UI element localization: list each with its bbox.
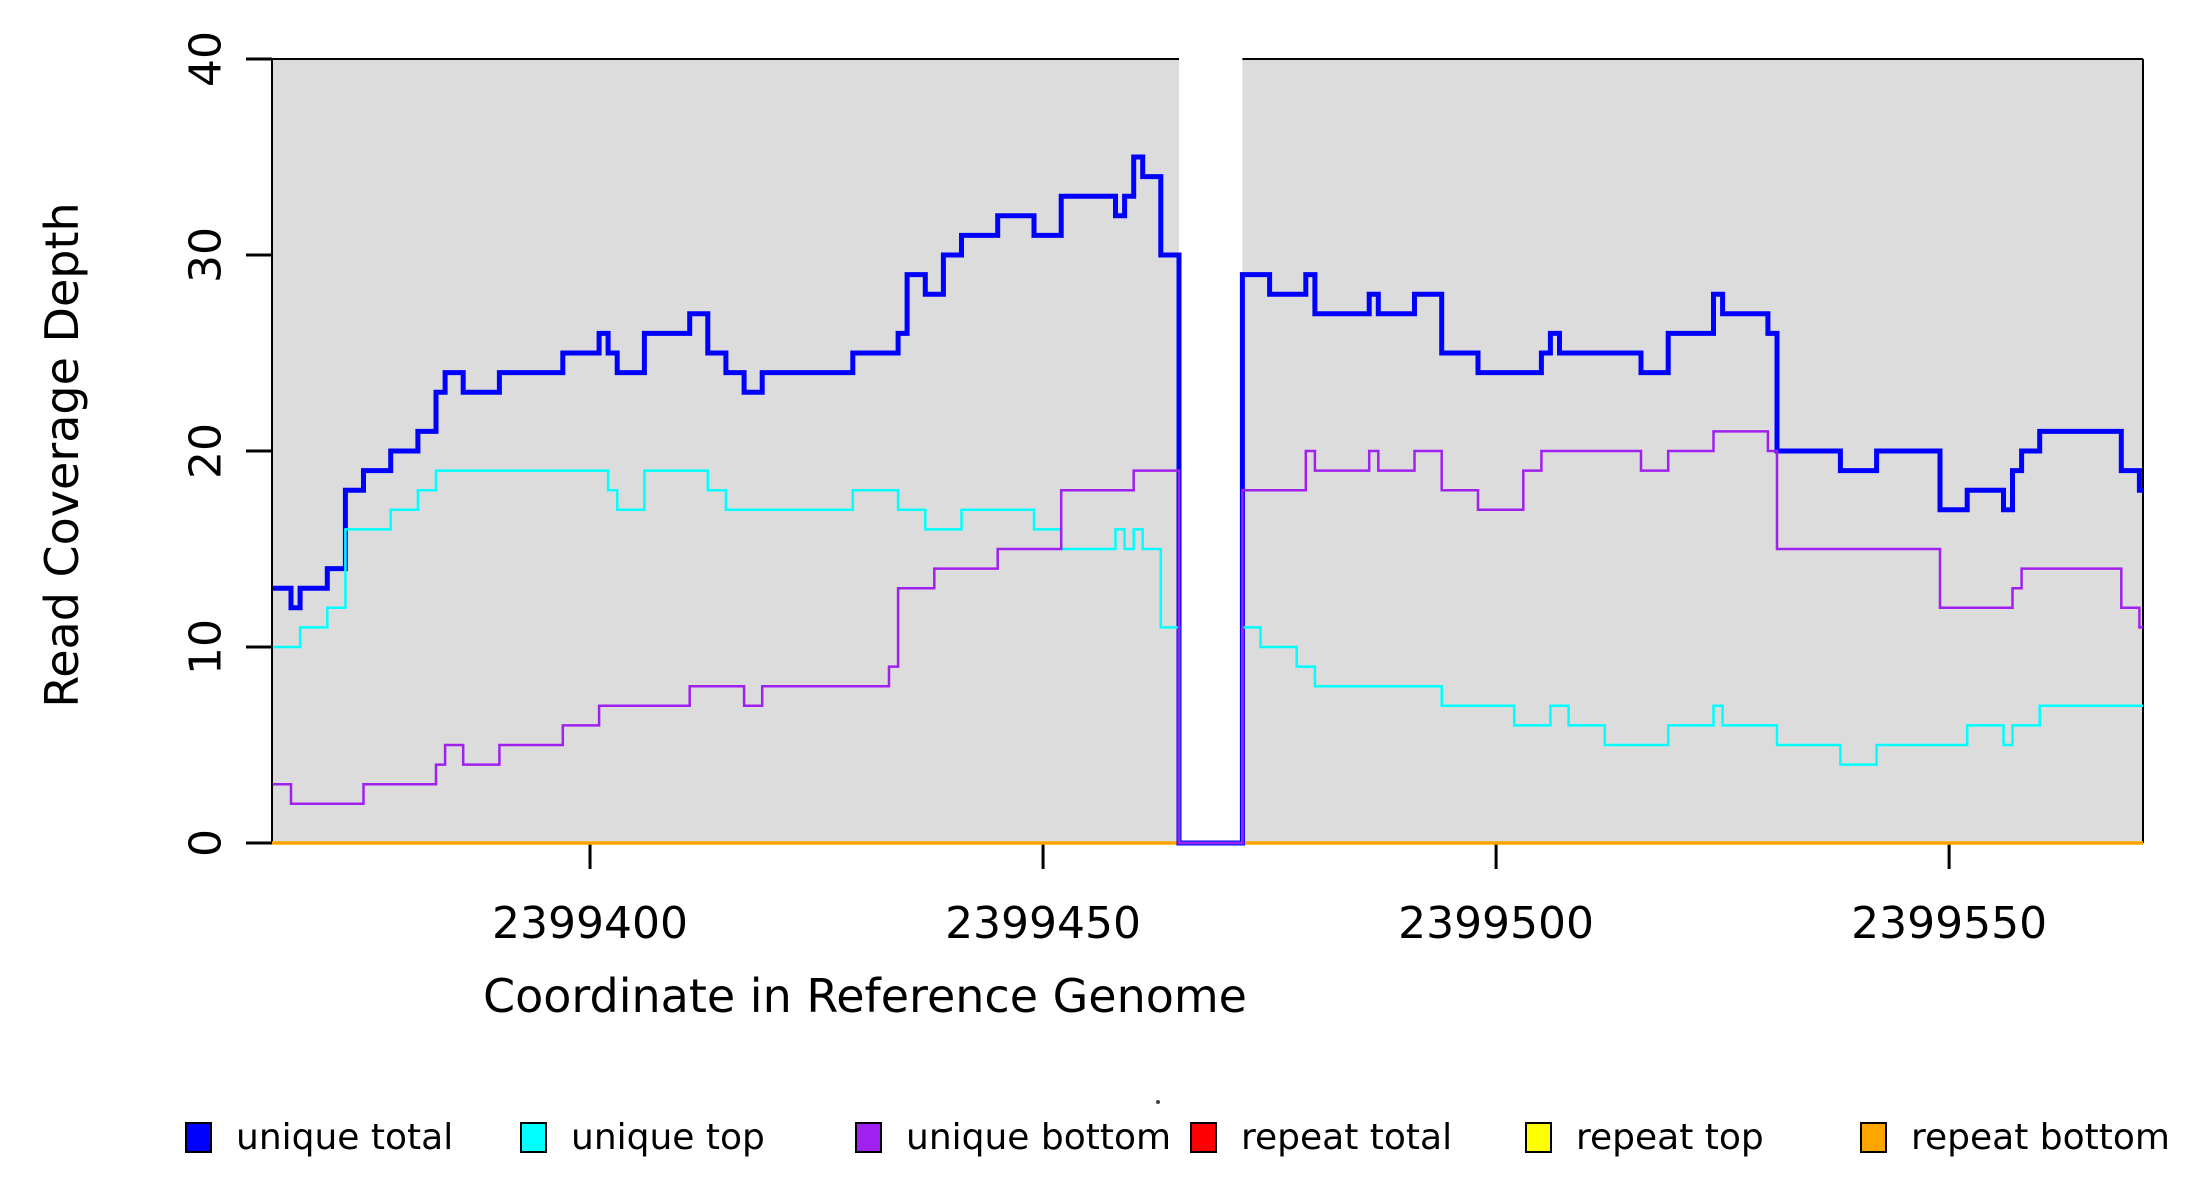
series-line-unique_bottom	[272, 430, 2143, 845]
stray-dot	[1156, 1100, 1160, 1104]
legend-swatch-repeat_top	[1525, 1121, 1552, 1153]
y-axis-tick-label: 30	[181, 227, 232, 283]
legend-item-unique_bottom: unique bottom	[855, 1116, 1171, 1158]
legend-item-unique_total: unique total	[185, 1116, 453, 1158]
coverage-gap-band	[1179, 48, 1243, 842]
legend-swatch-repeat_bottom	[1860, 1121, 1887, 1153]
legend-swatch-unique_total	[185, 1121, 212, 1153]
legend-item-repeat_total: repeat total	[1190, 1116, 1452, 1158]
x-axis-tick-label: 2399500	[1398, 898, 1594, 949]
legend-label: unique top	[571, 1116, 765, 1158]
legend-label: unique bottom	[906, 1116, 1172, 1158]
x-axis-tick-label: 2399400	[492, 898, 688, 949]
x-axis-tick-label: 2399450	[945, 898, 1141, 949]
series-line-unique_top	[272, 469, 2143, 845]
x-axis-tick-label: 2399550	[1851, 898, 2047, 949]
y-axis-title: Read Coverage Depth	[35, 202, 89, 707]
y-axis-tick-label: 20	[181, 423, 232, 479]
legend-label: repeat total	[1241, 1116, 1453, 1158]
series-line-unique_total	[272, 154, 2143, 846]
legend-item-unique_top: unique top	[520, 1116, 765, 1158]
legend-swatch-unique_bottom	[855, 1121, 882, 1153]
legend-item-repeat_bottom: repeat bottom	[1860, 1116, 2170, 1158]
y-axis-tick-label: 40	[181, 31, 232, 87]
legend-swatch-repeat_total	[1190, 1121, 1217, 1153]
x-axis-title: Coordinate in Reference Genome	[483, 969, 1247, 1023]
legend-label: unique total	[236, 1116, 454, 1158]
y-axis-tick-label: 0	[181, 829, 232, 857]
legend-label: repeat top	[1576, 1116, 1764, 1158]
y-axis-tick-label: 10	[181, 619, 232, 675]
legend-swatch-unique_top	[520, 1121, 547, 1153]
legend-label: repeat bottom	[1911, 1116, 2170, 1158]
legend-item-repeat_top: repeat top	[1525, 1116, 1764, 1158]
